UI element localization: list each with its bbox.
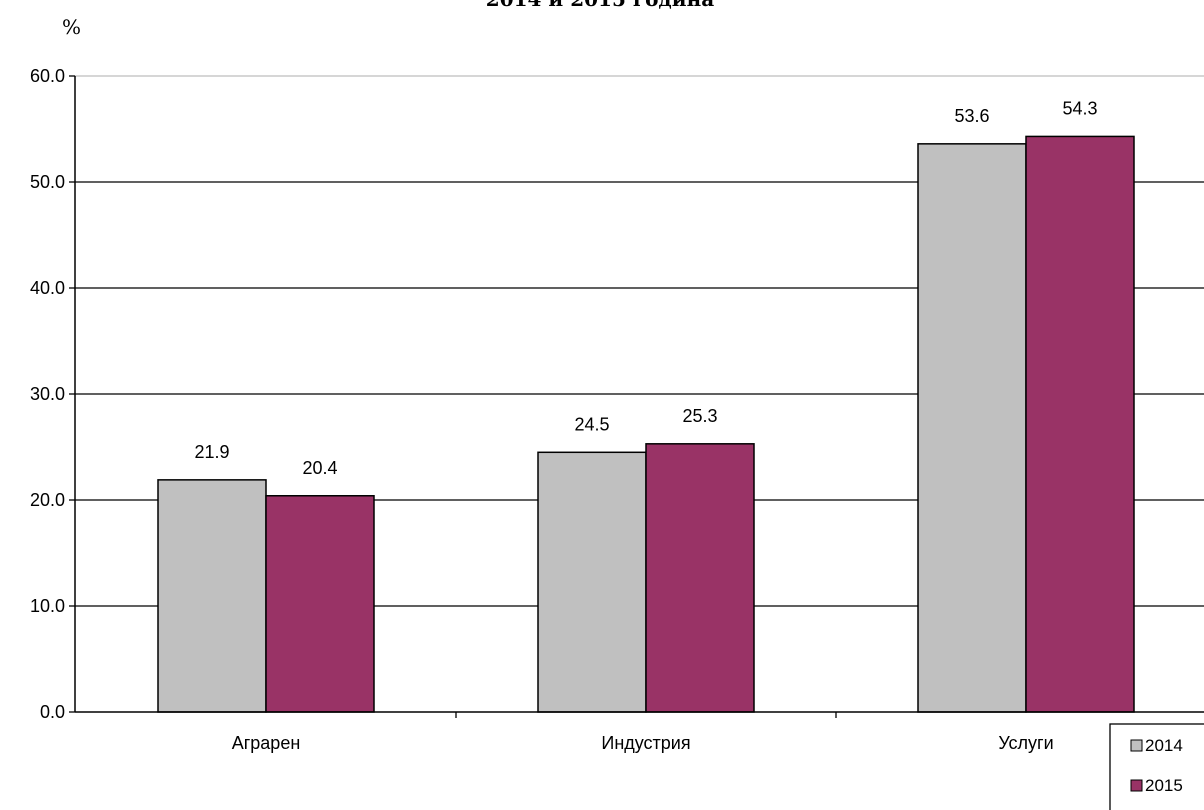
bar-2014-0: [157, 479, 267, 713]
bar-2015-2: [1025, 135, 1135, 713]
bar-2014-2: [917, 143, 1027, 713]
legend-swatch: [1130, 739, 1143, 752]
y-tick-label: 40.0: [30, 278, 65, 298]
x-category-label: Аграрен: [232, 733, 301, 753]
data-label: 25.3: [682, 406, 717, 426]
bar-2014-1: [537, 451, 647, 713]
y-tick-label: 50.0: [30, 172, 65, 192]
x-category-label: Индустрия: [601, 733, 690, 753]
legend-label: 2015: [1145, 776, 1183, 795]
data-label: 21.9: [194, 442, 229, 462]
legend-swatch: [1130, 779, 1143, 792]
data-labels: 21.9 20.4 24.5 25.3 53.6 54.3: [194, 98, 1097, 477]
y-tick-label: 30.0: [30, 384, 65, 404]
data-label: 53.6: [954, 106, 989, 126]
x-category-label: Услуги: [998, 733, 1053, 753]
y-axis-ticks: 0.0 10.0 20.0 30.0 40.0 50.0 60.0: [30, 66, 75, 722]
y-tick-label: 10.0: [30, 596, 65, 616]
bar-2015-0: [265, 495, 375, 713]
data-label: 24.5: [574, 414, 609, 434]
chart-title: 2014 и 2015 година: [486, 0, 714, 11]
y-tick-label: 60.0: [30, 66, 65, 86]
bars: [157, 135, 1135, 713]
data-label: 54.3: [1062, 98, 1097, 118]
bar-2015-1: [645, 443, 755, 713]
axes: [74, 76, 1204, 718]
data-label: 20.4: [302, 458, 337, 478]
y-axis-unit-label: %: [62, 15, 81, 39]
legend: 2014 2015: [1109, 723, 1204, 810]
x-axis-categories: Аграрен Индустрия Услуги: [232, 733, 1054, 753]
y-tick-label: 0.0: [40, 702, 65, 722]
legend-box: [1109, 723, 1204, 810]
y-tick-label: 20.0: [30, 490, 65, 510]
legend-label: 2014: [1145, 736, 1183, 755]
